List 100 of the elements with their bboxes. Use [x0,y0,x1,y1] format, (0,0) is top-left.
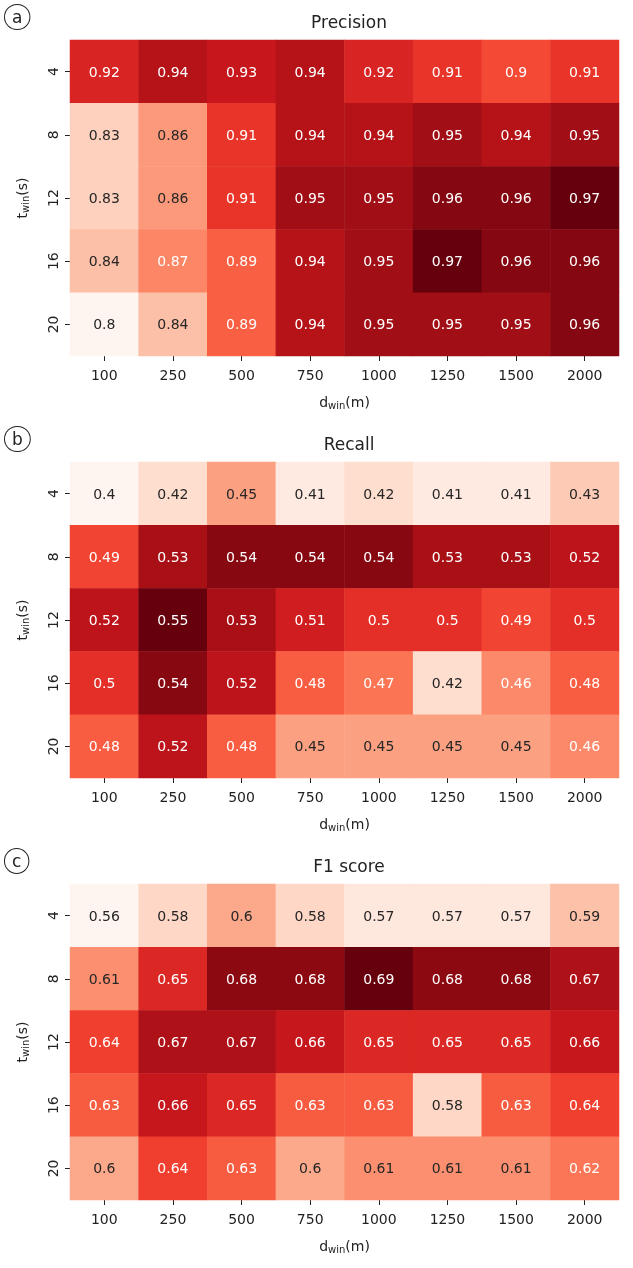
x-tick-label: 500 [228,367,255,383]
chart-title: Recall [323,433,375,454]
data-label: 0.89 [225,253,258,270]
data-label: 0.59 [569,907,601,924]
data-label: 0.53 [500,548,532,565]
data-label: 0.58 [157,907,189,924]
x-tick-label: 1250 [429,367,466,383]
y-tick-label: 12 [45,1033,61,1051]
x-axis-title: dwin(m) [319,816,370,833]
data-label: 0.52 [225,675,258,692]
data-label: 0.61 [500,1160,532,1177]
y-axis-title: twin(s) [14,177,31,219]
y-tick-label: 4 [45,489,61,499]
data-label: 0.9 [504,63,528,80]
data-label: 0.52 [157,738,189,755]
x-tick-label: 100 [90,789,118,805]
data-label: 0.96 [431,190,464,206]
text: b [12,428,23,449]
data-label: 0.65 [363,1034,395,1050]
data-label: 0.49 [88,548,120,565]
data-label: 0.84 [157,316,189,333]
data-label: 0.58 [431,1097,464,1114]
data-label: 0.66 [294,1034,326,1050]
text: c [12,850,22,871]
data-label: 0.65 [431,1034,464,1050]
data-label: 0.87 [157,253,189,270]
data-label: 0.41 [500,485,532,502]
data-label: 0.68 [500,970,532,987]
data-label: 0.45 [363,738,395,755]
data-label: 0.92 [363,63,395,80]
data-label: 0.66 [157,1097,189,1114]
chart-title: Precision [311,11,387,32]
x-tick-label: 250 [159,789,187,805]
text: a [12,6,23,27]
data-label: 0.6 [299,1160,322,1177]
data-label: 0.6 [93,1160,116,1177]
data-label: 0.95 [363,190,395,206]
data-label: 0.48 [294,675,326,692]
x-tick-label: 1500 [498,1211,534,1227]
y-axis-title: twin(s) [14,1021,31,1063]
x-tick-label: 2000 [566,367,603,383]
x-tick-label: 1250 [429,789,466,805]
data-label: 0.61 [431,1160,464,1177]
data-label: 0.68 [294,970,326,987]
data-label: 0.48 [88,738,120,755]
data-label: 0.63 [363,1097,395,1114]
x-tick-label: 250 [159,367,187,383]
data-label: 0.68 [431,970,464,987]
y-tick-label: 8 [45,552,61,562]
data-label: 0.52 [88,612,120,628]
data-label: 0.53 [225,612,258,628]
data-label: 0.45 [500,738,532,755]
data-label: 0.48 [225,738,258,755]
data-label: 0.48 [569,675,601,692]
x-tick-label: 2000 [566,789,603,805]
data-label: 0.97 [431,253,464,270]
x-tick-label: 1500 [498,367,534,383]
y-axis-title: twin(s) [14,599,31,641]
data-label: 0.52 [569,548,601,565]
x-tick-label: 750 [296,1211,324,1227]
data-label: 0.86 [157,126,189,143]
data-label: 0.94 [294,253,326,270]
data-label: 0.63 [294,1097,326,1114]
data-label: 0.46 [569,738,601,755]
data-label: 0.55 [157,612,189,628]
data-label: 0.96 [500,190,532,206]
data-label: 0.94 [294,316,326,333]
data-label: 0.64 [88,1034,120,1050]
data-label: 0.45 [225,485,258,502]
data-label: 0.8 [93,316,116,333]
data-label: 0.94 [157,63,189,80]
data-label: 0.64 [157,1160,189,1177]
data-label: 0.95 [500,316,532,333]
data-label: 0.65 [225,1097,258,1114]
data-label: 0.95 [363,253,395,270]
x-tick-label: 1000 [360,1211,397,1227]
data-label: 0.46 [500,675,532,692]
data-label: 0.96 [569,316,601,333]
data-label: 0.6 [230,907,253,924]
y-tick-label: 12 [45,189,61,207]
data-label: 0.4 [93,485,116,502]
y-tick-label: 20 [45,1159,61,1178]
y-tick-label: 8 [45,130,61,140]
y-tick-label: 12 [45,611,61,629]
data-label: 0.43 [569,485,601,502]
data-label: 0.41 [431,485,464,502]
data-label: 0.66 [569,1034,601,1050]
data-label: 0.51 [294,612,326,628]
data-label: 0.96 [569,253,601,270]
data-label: 0.93 [225,63,258,80]
data-label: 0.95 [294,190,326,206]
data-label: 0.42 [431,675,464,692]
data-label: 0.58 [294,907,326,924]
y-tick-label: 16 [45,252,61,271]
data-label: 0.54 [157,675,189,692]
data-label: 0.69 [363,970,395,987]
data-label: 0.95 [569,126,601,143]
x-tick-label: 750 [296,789,324,805]
data-label: 0.64 [569,1097,601,1114]
y-tick-label: 8 [45,974,61,984]
